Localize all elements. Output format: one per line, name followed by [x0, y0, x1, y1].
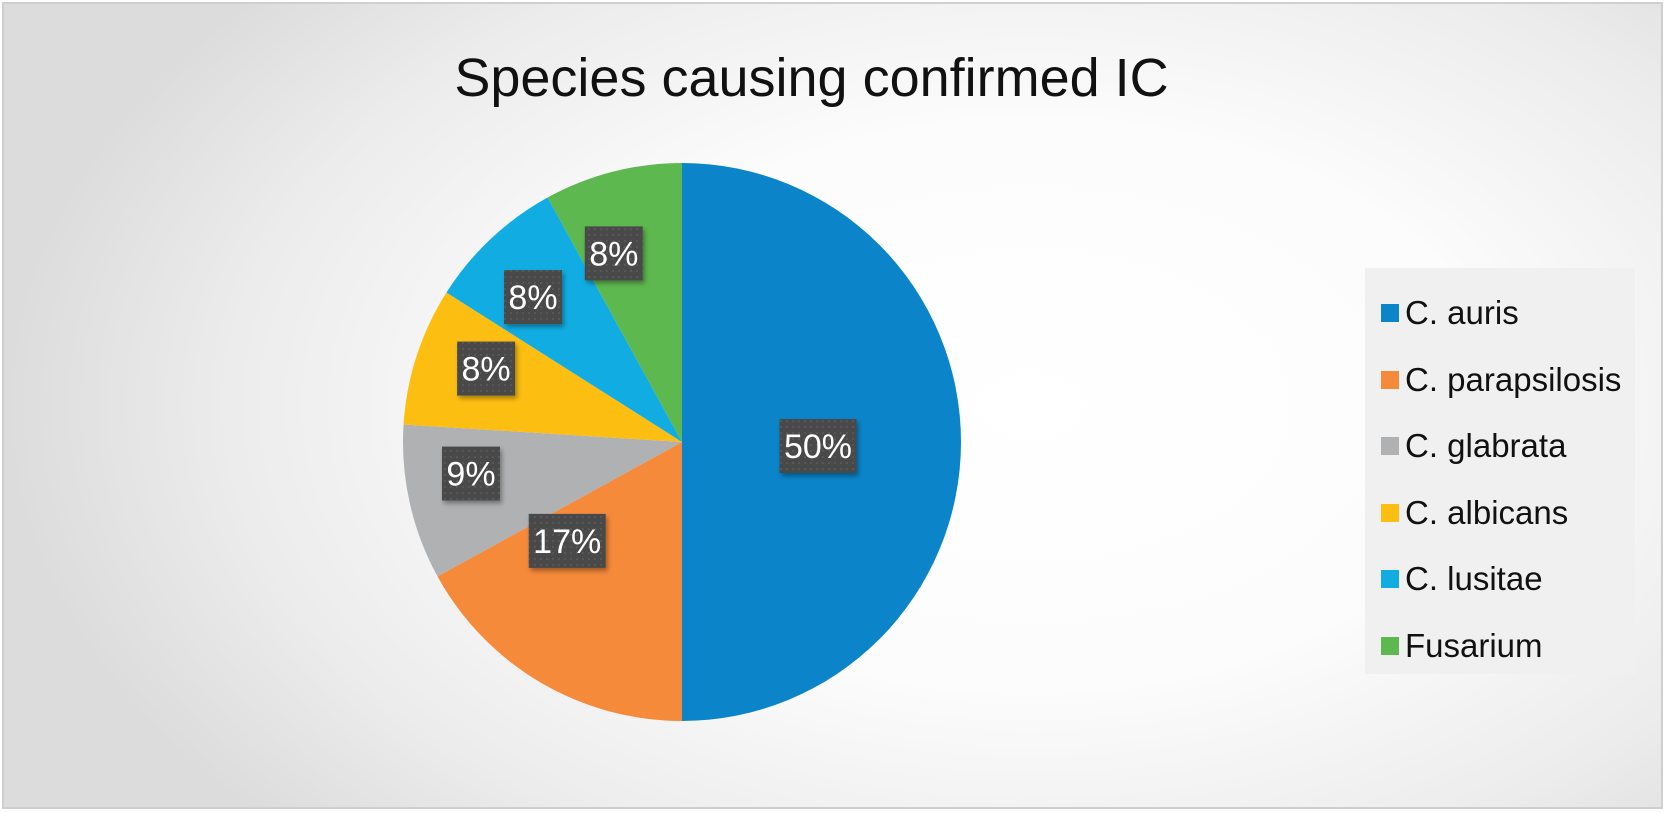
legend-label: C. parapsilosis — [1405, 360, 1622, 398]
data-label-text: 8% — [462, 351, 511, 389]
pie-slice-c-parapsilosis — [437, 442, 682, 721]
legend-swatch — [1381, 503, 1399, 522]
legend-item-c-lusitae: C. lusitae — [1381, 546, 1635, 613]
pie-chart: 50% 17% 9% 8% 8% 8% — [402, 163, 961, 721]
legend-item-c-glabrata: C. glabrata — [1381, 413, 1635, 480]
legend-label: Fusarium — [1405, 626, 1543, 664]
data-label-text: 9% — [446, 456, 495, 494]
legend-item-c-parapsilosis: C. parapsilosis — [1381, 347, 1635, 414]
legend-label: C. glabrata — [1405, 427, 1567, 465]
legend-label: C. auris — [1405, 294, 1519, 332]
data-label-c-albicans: 8% — [457, 341, 516, 396]
data-label-fusarium: 8% — [584, 226, 643, 281]
data-label-text: 8% — [508, 279, 557, 317]
data-label-c-glabrata: 9% — [442, 446, 500, 501]
legend-item-c-albicans: C. albicans — [1381, 480, 1635, 547]
legend-swatch — [1381, 570, 1399, 589]
chart-title: Species causing confirmed IC — [454, 48, 1169, 108]
pie-slice-fusarium — [547, 163, 682, 442]
legend-label: C. albicans — [1405, 493, 1569, 531]
data-label-box — [779, 419, 857, 473]
legend-swatch — [1381, 304, 1399, 323]
data-label-box — [528, 513, 606, 568]
data-label-box — [457, 341, 516, 396]
pie-slices — [402, 163, 961, 721]
legend-swatch — [1381, 437, 1399, 456]
data-label-text: 17% — [533, 523, 601, 561]
data-label-box — [442, 446, 500, 501]
pie-slice-c-lusitae — [446, 197, 682, 442]
pie-slice-c-albicans — [403, 292, 682, 442]
data-label-text: 8% — [589, 235, 638, 273]
legend-swatch — [1381, 636, 1399, 655]
data-label-c-lusitae: 8% — [504, 270, 562, 325]
legend: C. auris C. parapsilosis C. glabrata C. alb… — [1365, 268, 1635, 674]
data-label-box — [504, 270, 562, 325]
data-label-c-auris: 50% — [779, 419, 857, 473]
pie-data-labels: 50% 17% 9% 8% 8% 8% — [442, 226, 857, 568]
legend-item-fusarium: Fusarium — [1381, 613, 1635, 680]
legend-item-c-auris: C. auris — [1381, 280, 1635, 347]
legend-swatch — [1381, 370, 1399, 389]
data-label-c-parapsilosis: 17% — [528, 513, 606, 568]
legend-label: C. lusitae — [1405, 560, 1543, 598]
data-label-box — [584, 226, 643, 281]
data-label-text: 50% — [784, 428, 852, 466]
